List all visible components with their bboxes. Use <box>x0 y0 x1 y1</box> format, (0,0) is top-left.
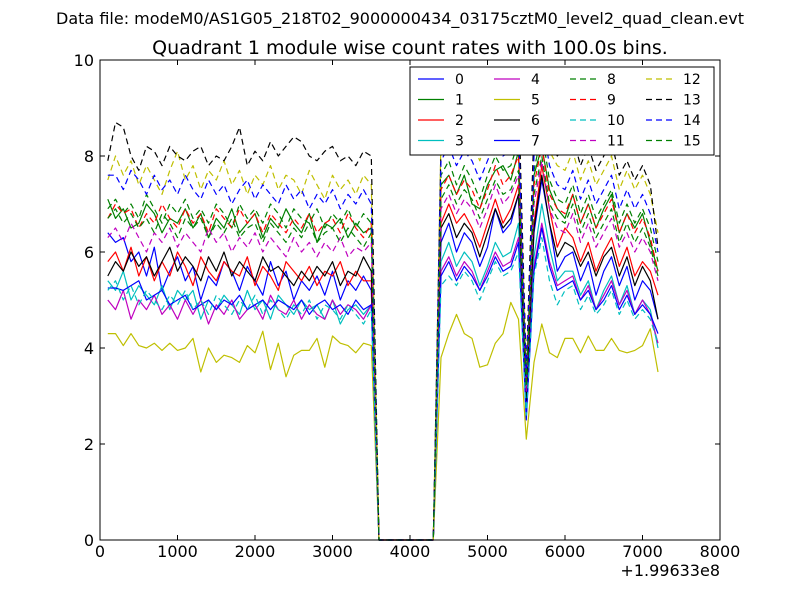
legend-label-0: 0 <box>455 72 464 88</box>
series-line-6 <box>107 174 659 541</box>
series-line-11 <box>107 160 659 541</box>
y-tick-label: 2 <box>84 435 94 454</box>
y-tick-label: 0 <box>84 531 94 550</box>
legend-label-4: 4 <box>531 72 540 88</box>
series-line-12 <box>107 97 659 541</box>
x-tick-label: 3000 <box>312 542 353 561</box>
x-tick-label: 2000 <box>235 542 276 561</box>
legend-label-9: 9 <box>607 93 616 109</box>
legend-box <box>409 66 715 156</box>
x-tick-label: 6000 <box>545 542 586 561</box>
series-layer <box>107 92 659 541</box>
legend-label-14: 14 <box>683 113 701 129</box>
series-line-8 <box>107 131 659 541</box>
x-offset-label: +1.99633e8 <box>620 561 720 580</box>
legend-label-7: 7 <box>531 134 540 150</box>
legend-label-1: 1 <box>455 93 464 109</box>
x-tick-label: 8000 <box>700 542 741 561</box>
series-line-0 <box>107 179 659 541</box>
legend-label-12: 12 <box>683 72 701 88</box>
x-tick-label: 7000 <box>622 542 663 561</box>
chart-title: Quadrant 1 module wise count rates with … <box>152 37 668 59</box>
legend-label-2: 2 <box>455 113 464 129</box>
legend-label-10: 10 <box>607 113 625 129</box>
legend-label-15: 15 <box>683 134 701 150</box>
y-tick-label: 10 <box>74 51 94 70</box>
legend-label-13: 13 <box>683 93 701 109</box>
data-file-suptitle: Data file: modeM0/AS1G05_218T02_90000004… <box>56 9 744 29</box>
legend-label-6: 6 <box>531 113 540 129</box>
y-tick-label: 8 <box>84 147 94 166</box>
x-tick-label: 5000 <box>467 542 508 561</box>
series-line-5 <box>107 301 659 541</box>
x-tick-label: 0 <box>95 542 105 561</box>
legend-label-8: 8 <box>607 72 616 88</box>
x-tick-label: 4000 <box>390 542 431 561</box>
legend-label-3: 3 <box>455 134 464 150</box>
legend-label-11: 11 <box>607 134 625 150</box>
series-line-15 <box>107 155 659 541</box>
legend-label-5: 5 <box>531 93 540 109</box>
series-line-14 <box>107 116 659 541</box>
y-tick-label: 4 <box>84 339 94 358</box>
x-tick-label: 1000 <box>157 542 198 561</box>
series-line-7 <box>107 227 659 541</box>
y-tick-label: 6 <box>84 243 94 262</box>
